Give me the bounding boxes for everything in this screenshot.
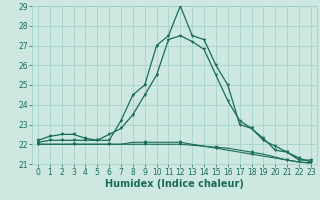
- X-axis label: Humidex (Indice chaleur): Humidex (Indice chaleur): [105, 179, 244, 189]
